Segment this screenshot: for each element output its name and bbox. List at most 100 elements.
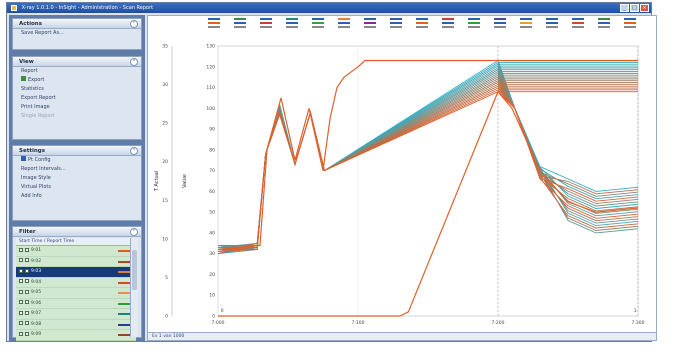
filter-panel-title: Filter xyxy=(19,229,36,235)
filter-checkbox[interactable] xyxy=(25,258,29,262)
x-tick-label: 7:100 xyxy=(352,320,365,326)
legend-swatch xyxy=(494,22,506,24)
legend-entry[interactable] xyxy=(260,18,272,34)
filter-checkbox[interactable] xyxy=(25,300,29,304)
legend-swatch xyxy=(598,26,610,28)
legend-swatch xyxy=(442,26,454,28)
filter-panel-header[interactable]: Filter ⌃ xyxy=(13,227,141,237)
legend-swatch xyxy=(546,18,558,20)
close-button[interactable]: × xyxy=(640,4,649,12)
legend-swatch xyxy=(494,18,506,20)
legend-entry[interactable] xyxy=(598,18,610,34)
left-tick-label: 15 xyxy=(162,198,168,204)
filter-table-header: Start Time / Report Time xyxy=(16,238,136,246)
filter-checkbox[interactable] xyxy=(25,268,29,273)
filter-checkbox[interactable] xyxy=(19,289,23,294)
filter-checkbox[interactable] xyxy=(19,247,23,252)
settings-image-style-link[interactable]: Image Style xyxy=(21,175,51,181)
legend-entry[interactable] xyxy=(442,18,454,34)
series-line xyxy=(217,91,639,250)
filter-checkbox[interactable] xyxy=(25,289,29,294)
collapse-icon[interactable]: ⌃ xyxy=(130,20,138,28)
legend-entry[interactable] xyxy=(338,18,350,34)
settings-add-info-link[interactable]: Add Info xyxy=(21,193,42,199)
save-report-as-link[interactable]: Save Report As... xyxy=(21,30,64,36)
filter-checkbox[interactable] xyxy=(19,268,23,273)
filter-checkbox[interactable] xyxy=(19,310,23,315)
legend-entry[interactable] xyxy=(312,18,324,34)
collapse-icon[interactable]: ⌃ xyxy=(130,58,138,66)
view-export-report-link[interactable]: Export Report xyxy=(21,95,56,101)
filter-row[interactable]: 9:06 xyxy=(16,299,136,309)
left-tick-label: 30 xyxy=(162,82,168,88)
minimize-button[interactable]: _ xyxy=(620,4,629,12)
legend-swatch xyxy=(494,26,506,28)
filter-checkbox[interactable] xyxy=(19,321,23,325)
legend-swatch xyxy=(468,22,480,24)
filter-scrollbar-thumb[interactable] xyxy=(132,250,137,290)
legend-entry[interactable] xyxy=(572,18,584,34)
legend-entry[interactable] xyxy=(546,18,558,34)
filter-checkbox[interactable] xyxy=(25,247,29,252)
settings-panel-header[interactable]: Settings ⌃ xyxy=(13,146,141,156)
collapse-icon[interactable]: ⌃ xyxy=(130,147,138,155)
filter-row[interactable]: 9:02 xyxy=(16,257,136,267)
view-statistics-link[interactable]: Statistics xyxy=(21,86,44,92)
filter-row[interactable]: 9:03 xyxy=(16,267,136,278)
view-panel-header[interactable]: View ⌃ xyxy=(13,57,141,67)
filter-checkbox[interactable] xyxy=(25,279,29,283)
settings-virtual-plots-link[interactable]: Virtual Plots xyxy=(21,184,51,190)
filter-checkbox[interactable] xyxy=(19,300,23,304)
filter-checkbox[interactable] xyxy=(19,279,23,283)
filter-panel: Filter ⌃ Start Time / Report Time 9:01 9:… xyxy=(12,226,142,341)
legend-entry[interactable] xyxy=(234,18,246,34)
legend-entry[interactable] xyxy=(286,18,298,34)
maximize-button[interactable]: □ xyxy=(630,4,639,12)
inner-tick-label: 40 xyxy=(209,230,215,236)
legend-entry[interactable] xyxy=(208,18,220,34)
filter-checkbox[interactable] xyxy=(25,331,29,336)
filter-row[interactable]: 9:08 xyxy=(16,320,136,330)
x-corner-label: Ev 1 van 1000 xyxy=(152,334,185,339)
filter-scrollbar[interactable] xyxy=(130,238,138,337)
settings-panel: Settings ⌃ Pt Config Report Intervals...… xyxy=(12,145,142,221)
filter-row[interactable]: 9:05 xyxy=(16,288,136,299)
legend-entry[interactable] xyxy=(468,18,480,34)
view-panel-title: View xyxy=(19,59,34,65)
view-single-report-link: Single Report xyxy=(21,113,55,119)
filter-checkbox[interactable] xyxy=(25,310,29,315)
legend-swatch xyxy=(520,18,532,20)
inner-tick-label: 20 xyxy=(209,272,215,278)
legend-entry[interactable] xyxy=(520,18,532,34)
collapse-icon[interactable]: ⌃ xyxy=(130,228,138,236)
filter-checkbox[interactable] xyxy=(25,321,29,325)
view-report-link[interactable]: Report xyxy=(21,68,38,74)
legend-swatch xyxy=(234,26,246,28)
series-color-swatch xyxy=(118,250,130,252)
left-tick-label: 10 xyxy=(162,236,168,242)
legend-entry[interactable] xyxy=(624,18,636,34)
filter-row[interactable]: 9:04 xyxy=(16,278,136,288)
legend-entry[interactable] xyxy=(390,18,402,34)
x-tick-label: 7:300 xyxy=(632,320,645,326)
filter-row[interactable]: 9:07 xyxy=(16,309,136,320)
legend-entry[interactable] xyxy=(364,18,376,34)
filter-row[interactable]: 9:01 xyxy=(16,246,136,257)
filter-row-label: 9:06 xyxy=(31,300,42,306)
filter-row[interactable]: 9:09 xyxy=(16,330,136,341)
actions-panel: Actions ⌃ Save Report As... xyxy=(12,18,142,50)
legend-swatch xyxy=(416,18,428,20)
legend-entry[interactable] xyxy=(494,18,506,34)
legend-entry[interactable] xyxy=(416,18,428,34)
legend-swatch xyxy=(312,26,324,28)
view-print-image-link[interactable]: Print Image xyxy=(21,104,50,110)
filter-checkbox[interactable] xyxy=(19,258,23,262)
settings-report-intervals-link[interactable]: Report Intervals... xyxy=(21,166,66,172)
filter-checkbox[interactable] xyxy=(19,331,23,336)
legend-swatch xyxy=(572,26,584,28)
view-export-link[interactable]: Export xyxy=(13,76,141,85)
settings-pt-config-link[interactable]: Pt Config xyxy=(13,156,141,165)
actions-panel-header[interactable]: Actions ⌃ xyxy=(13,19,141,29)
legend-swatch xyxy=(468,26,480,28)
legend-swatch xyxy=(338,22,350,24)
